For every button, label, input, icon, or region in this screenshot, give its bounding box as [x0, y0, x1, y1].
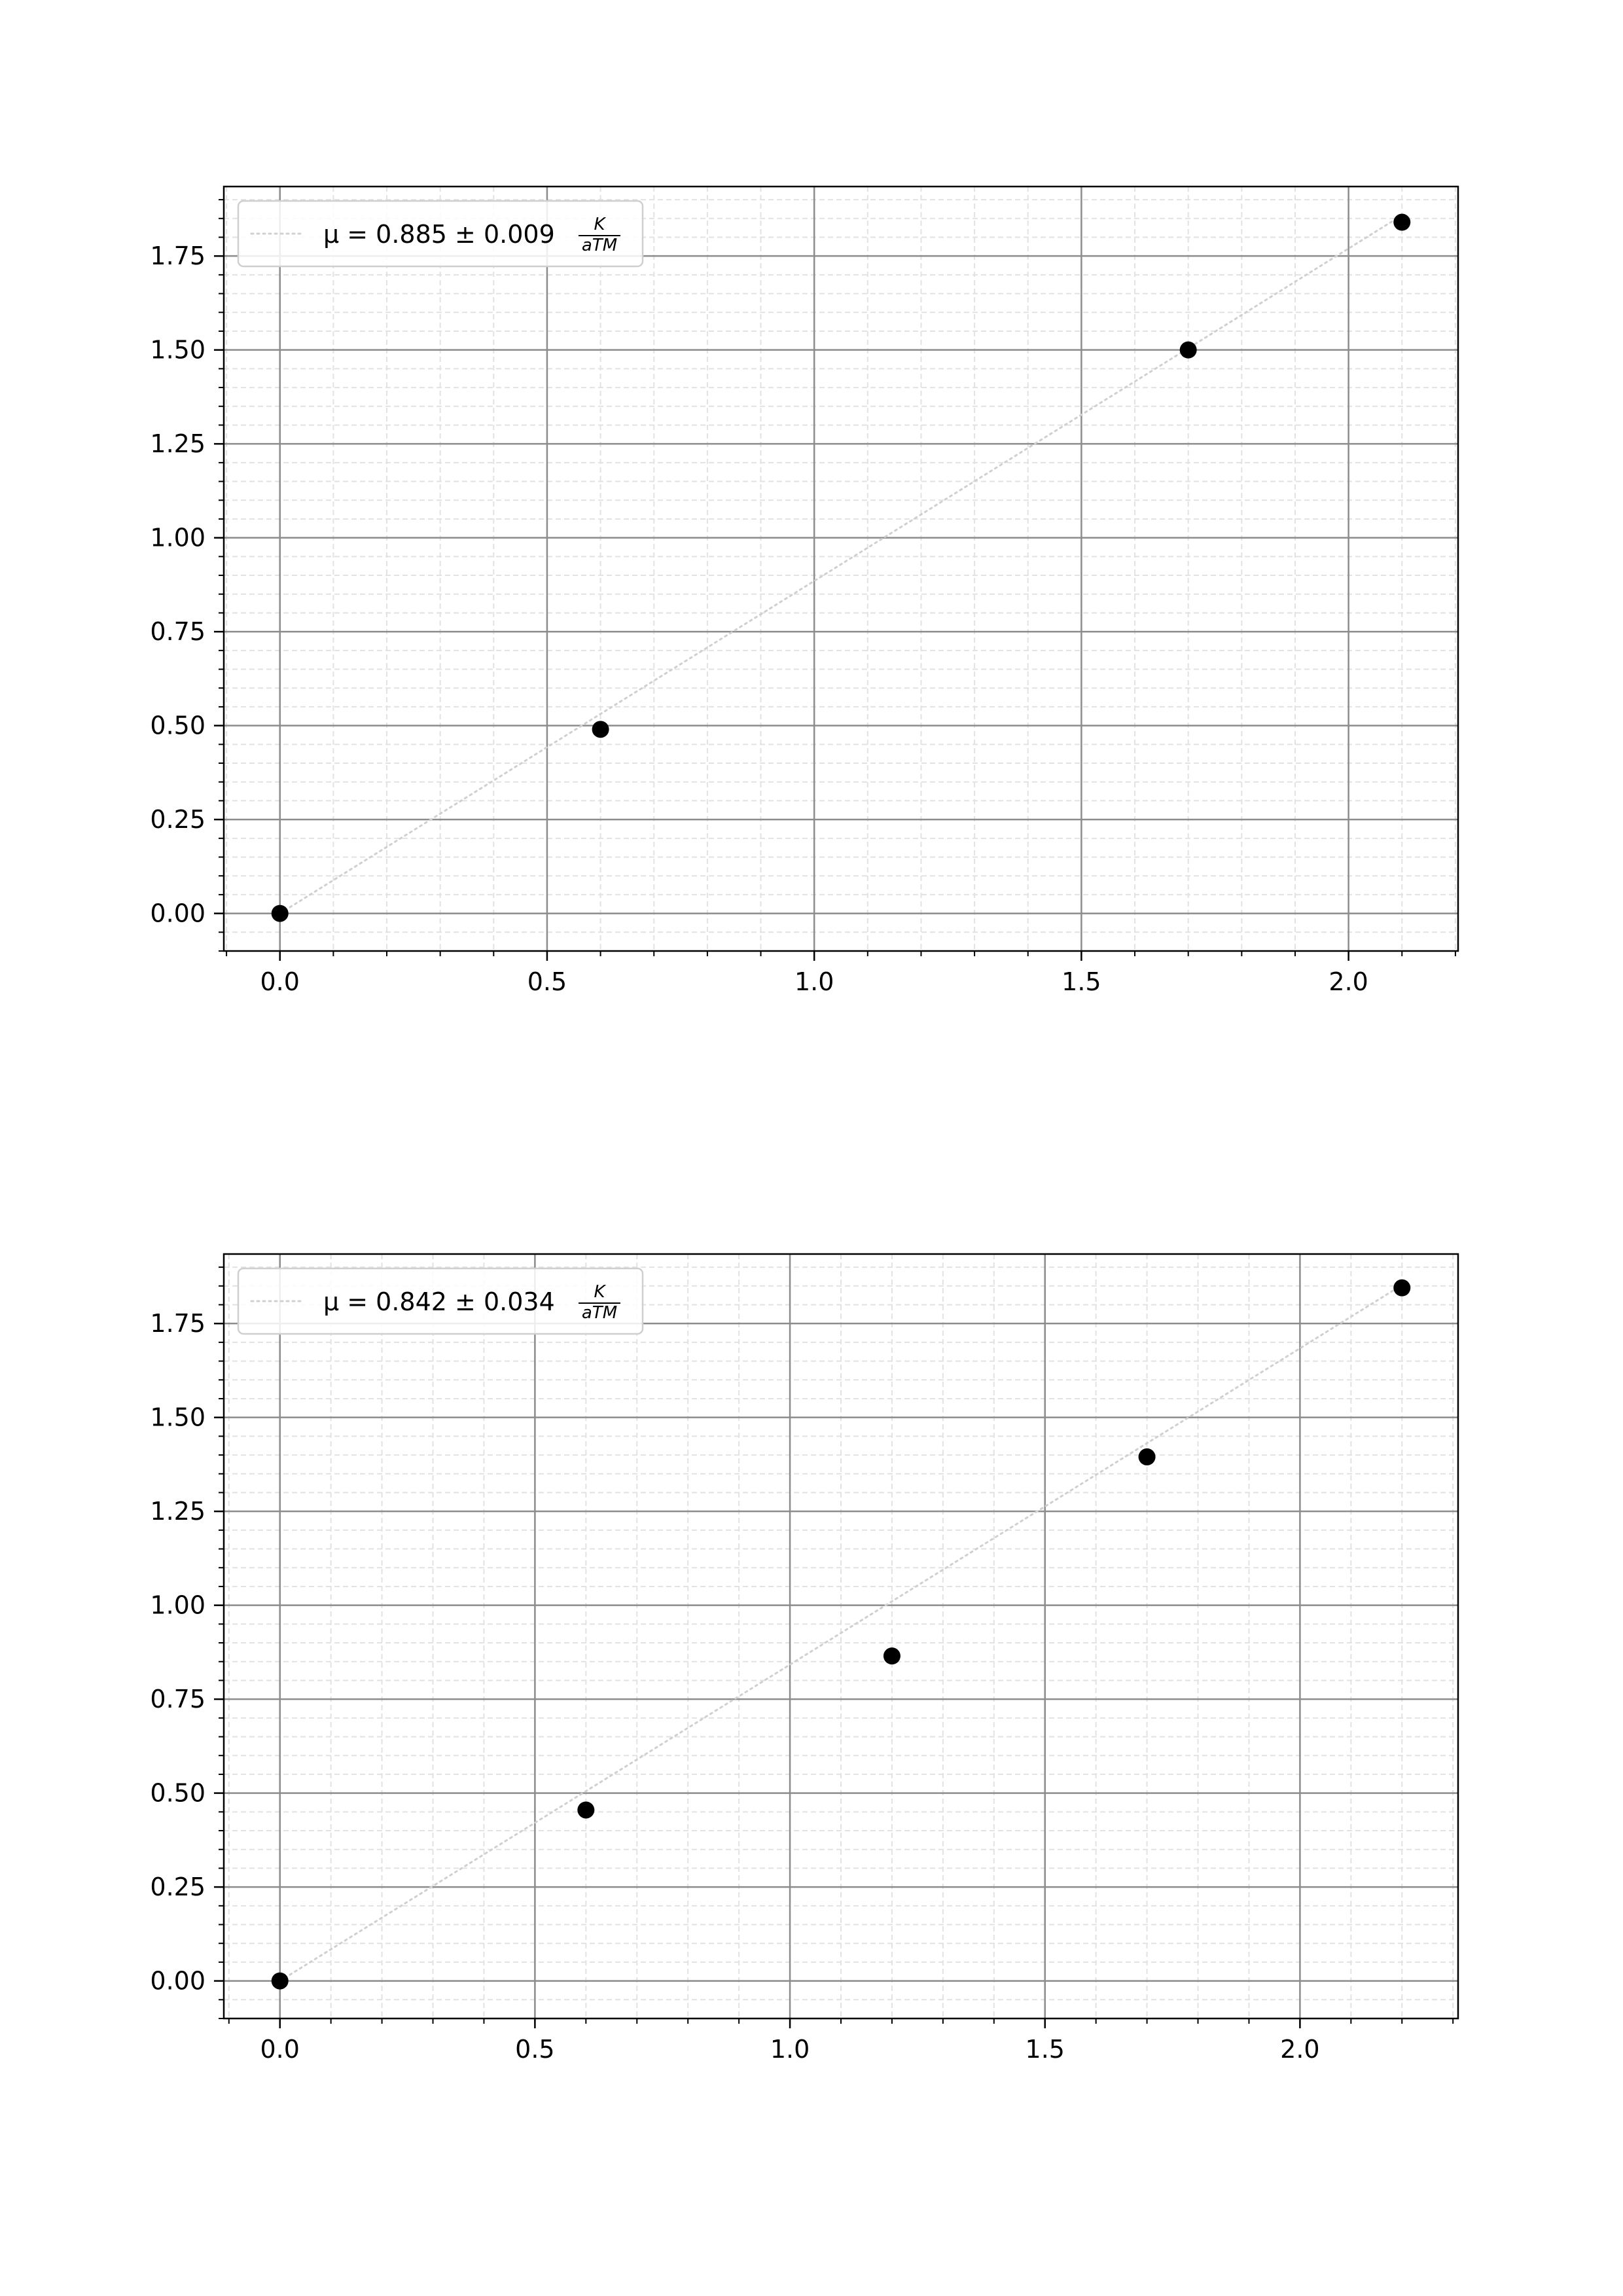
y-tick-label: 1.25: [150, 429, 205, 458]
y-tick-label: 0.25: [150, 805, 205, 834]
x-tick-label: 2.0: [1280, 2035, 1319, 2064]
legend-box: [237, 1267, 644, 1335]
y-tick-label: 1.25: [150, 1497, 205, 1526]
legend-label: μ = 0.842 ± 0.034: [323, 1287, 555, 1316]
data-point: [1138, 1448, 1156, 1465]
legend-box: [237, 200, 644, 268]
x-tick-label: 1.0: [794, 967, 834, 996]
chart-bottom: 0.0 0.5 1.0 1.5 2.0 0.00 0.25 0.50 0.75 1.00 1.25 1…: [150, 1253, 1459, 2064]
data-point: [271, 905, 289, 922]
y-tick-label: 0.25: [150, 1873, 205, 1901]
plot-frame: [223, 185, 1459, 952]
x-tick-label: 1.0: [770, 2035, 810, 2064]
y-tick-label: 1.00: [150, 1591, 205, 1620]
legend-unit-numerator: K: [594, 1282, 606, 1302]
data-point: [577, 1801, 595, 1819]
x-tick-label: 2.0: [1329, 967, 1368, 996]
x-tick-label: 1.5: [1026, 2035, 1065, 2064]
y-tick-label: 1.00: [150, 524, 205, 552]
y-tick-label: 0.00: [150, 899, 205, 928]
y-tick-label: 1.50: [150, 1403, 205, 1432]
legend-unit-numerator: K: [594, 215, 606, 234]
y-tick-label: 1.50: [150, 336, 205, 365]
y-tick-label: 0.50: [150, 1779, 205, 1808]
chart-top: 0.0 0.5 1.0 1.5 2.0 0.00 0.25 0.50 0.75 1.00 1.25 1…: [150, 185, 1459, 996]
data-point: [271, 1972, 289, 1990]
x-tick-label: 0.0: [260, 2035, 300, 2064]
y-tick-label: 0.50: [150, 711, 205, 740]
fit-line: [279, 1283, 1403, 1982]
y-tick-label: 0.75: [150, 617, 205, 646]
y-tick-label: 1.75: [150, 1309, 205, 1338]
data-point: [1179, 341, 1197, 359]
y-tick-label: 0.75: [150, 1685, 205, 1713]
legend-unit-denominator: aTM: [582, 1303, 617, 1323]
legend-label: μ = 0.885 ± 0.009: [323, 220, 555, 249]
x-tick-label: 0.5: [527, 967, 567, 996]
data-point: [592, 721, 609, 738]
x-tick-label: 0.5: [515, 2035, 554, 2064]
data-point: [1393, 1279, 1411, 1297]
fit-line: [279, 214, 1403, 915]
x-tick-label: 0.0: [260, 967, 300, 996]
legend-unit-denominator: aTM: [582, 236, 617, 255]
y-tick-label: 1.75: [150, 242, 205, 270]
y-tick-label: 0.00: [150, 1967, 205, 1996]
x-tick-label: 1.5: [1061, 967, 1101, 996]
data-point: [1393, 213, 1411, 231]
data-point: [883, 1647, 901, 1665]
